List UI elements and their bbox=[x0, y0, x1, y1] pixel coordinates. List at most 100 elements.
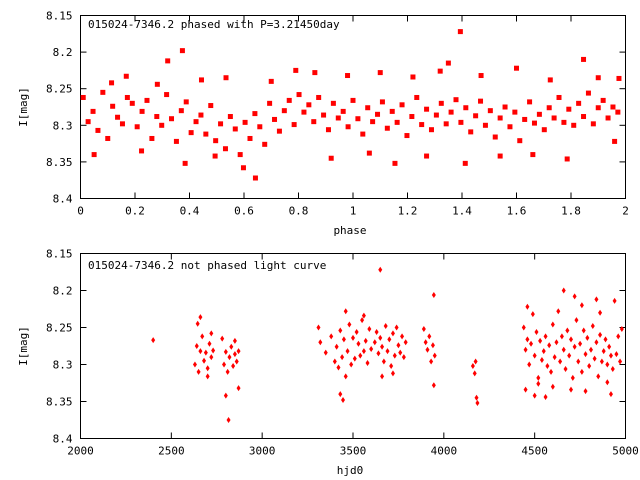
unphased-light-curve-panel: 2000 2500 3000 3500 4000 4500 5000 8.15 8.2 8.25… bbox=[17, 248, 639, 478]
phased-data-point bbox=[100, 89, 106, 95]
unphased-data-point bbox=[598, 331, 603, 338]
phased-data-point bbox=[179, 48, 185, 54]
phased-data-point bbox=[414, 94, 420, 100]
phased-data-point bbox=[213, 138, 219, 144]
unphased-y-tick-labels: 8.15 8.2 8.25 8.3 8.35 8.4 bbox=[46, 248, 73, 446]
unphased-data-point bbox=[390, 330, 395, 337]
unphased-x-tick-label: 5000 bbox=[612, 445, 639, 458]
phased-y-tick-label: 8.2 bbox=[53, 46, 73, 59]
unphased-data-point bbox=[340, 354, 345, 361]
unphased-data-point bbox=[369, 345, 374, 352]
phased-data-point bbox=[453, 97, 459, 103]
unphased-data-point bbox=[550, 383, 555, 390]
phased-data-point bbox=[375, 111, 381, 117]
phased-data-point bbox=[616, 75, 622, 81]
phased-data-point bbox=[458, 119, 464, 125]
phased-data-point bbox=[252, 111, 258, 117]
unphased-data-point bbox=[572, 293, 577, 300]
unphased-data-point bbox=[594, 296, 599, 303]
unphased-data-point bbox=[316, 324, 321, 331]
phased-data-point bbox=[267, 100, 273, 106]
unphased-data-point bbox=[196, 368, 201, 375]
phased-data-point bbox=[497, 115, 503, 121]
unphased-data-point bbox=[207, 340, 212, 347]
unphased-data-point bbox=[432, 352, 437, 359]
unphased-data-point bbox=[550, 321, 555, 328]
phased-data-point bbox=[325, 127, 331, 133]
unphased-data-point bbox=[534, 328, 539, 335]
unphased-data-point bbox=[227, 354, 232, 361]
unphased-data-point bbox=[194, 343, 199, 349]
phased-x-tick-label: 0.8 bbox=[289, 205, 309, 218]
unphased-data-point bbox=[223, 348, 228, 355]
phased-data-point bbox=[154, 114, 160, 120]
unphased-data-point bbox=[203, 349, 208, 356]
unphased-data-point bbox=[356, 340, 361, 347]
unphased-data-point bbox=[554, 339, 559, 346]
phased-y-tick-label: 8.4 bbox=[53, 193, 73, 206]
unphased-data-point bbox=[347, 321, 352, 328]
phased-data-point bbox=[237, 152, 243, 158]
unphased-data-point bbox=[579, 368, 584, 375]
unphased-data-point bbox=[523, 386, 528, 393]
unphased-data-point bbox=[361, 348, 366, 355]
unphased-data-point bbox=[536, 380, 541, 387]
unphased-data-point bbox=[323, 349, 328, 356]
phased-data-point bbox=[85, 119, 91, 125]
unphased-data-point bbox=[598, 309, 603, 316]
unphased-data-point bbox=[525, 336, 530, 343]
phased-data-point bbox=[595, 105, 601, 111]
phased-data-point bbox=[581, 56, 587, 62]
phased-data-point bbox=[384, 125, 390, 131]
phased-data-point bbox=[119, 121, 125, 127]
unphased-data-point bbox=[332, 358, 337, 365]
unphased-data-point bbox=[536, 374, 541, 381]
phased-data-point bbox=[262, 141, 268, 147]
unphased-data-point bbox=[345, 348, 350, 355]
unphased-data-point bbox=[232, 337, 237, 344]
phased-data-point bbox=[340, 108, 346, 114]
unphased-data-point bbox=[372, 339, 377, 346]
unphased-data-point bbox=[523, 346, 528, 353]
unphased-data-point bbox=[529, 340, 534, 347]
unphased-data-point bbox=[563, 365, 568, 372]
unphased-data-point bbox=[378, 334, 383, 341]
phased-data-point bbox=[392, 160, 398, 166]
phased-data-point bbox=[561, 119, 567, 125]
unphased-data-point bbox=[234, 358, 239, 365]
phased-data-point bbox=[268, 78, 274, 84]
unphased-data-point bbox=[198, 314, 203, 321]
unphased-data-point bbox=[200, 333, 205, 340]
unphased-data-point bbox=[329, 333, 334, 340]
unphased-data-point bbox=[225, 368, 230, 375]
phased-data-point bbox=[355, 116, 361, 122]
phased-x-axis-label: phase bbox=[333, 224, 366, 237]
unphased-data-point bbox=[351, 334, 355, 341]
unphased-data-point bbox=[543, 333, 548, 340]
unphased-data-point bbox=[209, 354, 214, 361]
unphased-data-point bbox=[367, 325, 372, 332]
phased-data-point bbox=[531, 120, 537, 126]
phased-x-tick-label: 0.6 bbox=[234, 205, 254, 218]
unphased-data-point bbox=[472, 370, 477, 377]
phased-data-point bbox=[551, 115, 557, 121]
phased-data-point bbox=[169, 116, 175, 122]
phased-data-point bbox=[247, 135, 253, 141]
unphased-data-point bbox=[596, 373, 601, 380]
phased-data-point bbox=[124, 94, 130, 100]
unphased-data-point bbox=[527, 361, 532, 368]
unphased-data-point bbox=[376, 350, 381, 357]
phased-data-point bbox=[492, 134, 498, 140]
unphased-data-point bbox=[361, 312, 366, 319]
unphased-data-point bbox=[392, 352, 397, 359]
phased-data-point bbox=[448, 109, 454, 115]
phased-data-point bbox=[252, 175, 258, 181]
phased-y-tick-label: 8.15 bbox=[46, 10, 73, 23]
unphased-y-axis-label: I[mag] bbox=[17, 326, 30, 366]
unphased-data-point bbox=[352, 355, 357, 362]
phased-y-tick-label: 8.25 bbox=[46, 83, 73, 96]
unphased-data-point bbox=[211, 347, 216, 354]
phased-data-point bbox=[590, 121, 596, 127]
unphased-data-point bbox=[349, 361, 354, 368]
